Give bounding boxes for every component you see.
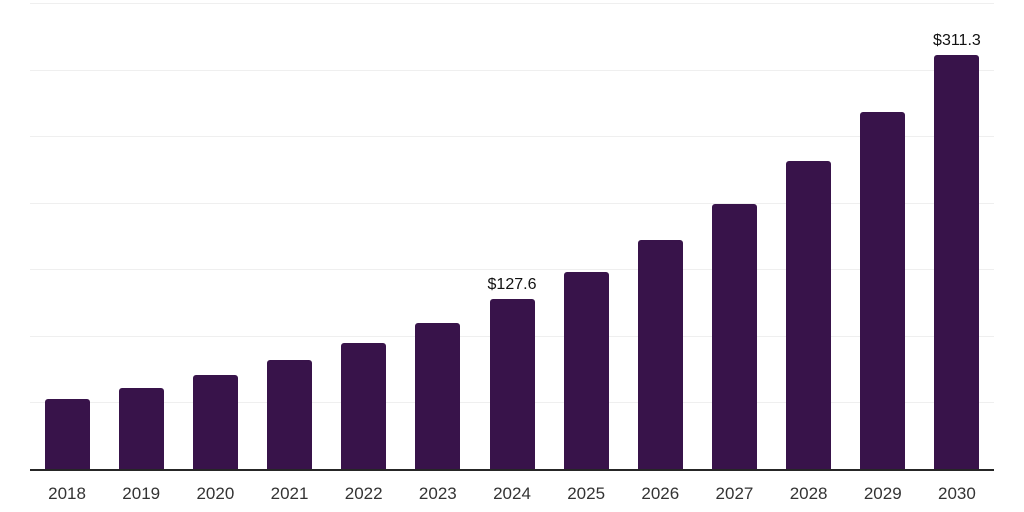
bar-2023: [415, 322, 461, 469]
x-tick-label-2023: 2023: [418, 484, 457, 503]
x-tick-label-2022: 2022: [344, 484, 383, 503]
bar-2027: [711, 203, 757, 469]
x-tick-label-2019: 2019: [122, 484, 161, 503]
x-tick-label-2027: 2027: [715, 484, 754, 503]
bar-2029: [860, 111, 906, 469]
gridline-200: [30, 202, 994, 204]
gridline-350: [30, 3, 994, 4]
x-tick-label-2030: 2030: [938, 484, 976, 503]
x-tick-label-2024: 2024: [493, 484, 531, 503]
x-axis-line: [30, 469, 994, 471]
x-tick-label-2025: 2025: [567, 484, 606, 503]
gridline-300: [30, 69, 994, 71]
bar-2018: [44, 399, 90, 469]
x-tick-label-2020: 2020: [196, 484, 235, 503]
bar-2019: [118, 388, 164, 469]
x-tick-label-2021: 2021: [270, 484, 309, 503]
bar-2022: [341, 342, 387, 469]
x-tick-label-2026: 2026: [641, 484, 680, 503]
x-tick-label-2029: 2029: [863, 484, 902, 503]
data-label-2030: $311.3: [933, 31, 981, 49]
gridline-250: [30, 136, 994, 138]
gridline-150: [30, 269, 994, 271]
bar-2028: [786, 161, 832, 469]
x-tick-label-2028: 2028: [789, 484, 828, 503]
x-tick-label-2018: 2018: [48, 484, 86, 503]
bar-2030: [934, 54, 980, 469]
bar-2025: [563, 271, 609, 469]
bar-2024: [489, 299, 535, 469]
bar-2026: [637, 240, 683, 469]
data-label-2024: $127.6: [487, 276, 537, 294]
bar-2020: [192, 375, 238, 469]
bar-2021: [267, 360, 313, 469]
